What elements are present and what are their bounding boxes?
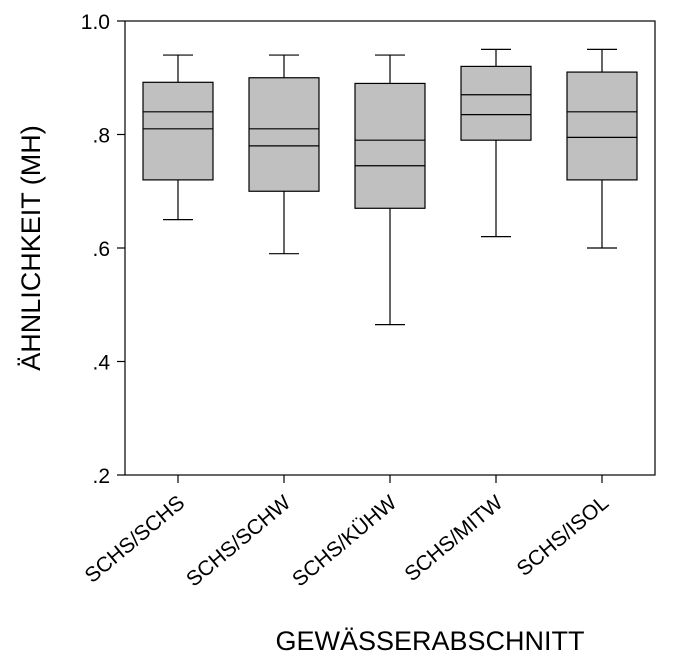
box-iqr	[460, 65, 532, 141]
x-tick-label: SCHS/SCHW	[182, 491, 295, 591]
box-iqr	[354, 82, 426, 209]
y-tick-label: .4	[92, 352, 110, 375]
y-tick-label: 1.0	[81, 11, 110, 34]
x-tick-label: SCHS/ISOL	[513, 491, 614, 581]
y-tick-label: .6	[92, 238, 110, 261]
y-tick-label: .8	[92, 125, 110, 148]
box-group	[142, 54, 214, 221]
x-tick-label: SCHS/SCHS	[81, 491, 190, 587]
box-group	[354, 54, 426, 326]
y-tick-label: .2	[92, 465, 110, 488]
x-tick-label: SCHS/MITW	[400, 491, 507, 586]
x-axis-title: GEWÄSSERABSCHNITT	[275, 626, 584, 656]
y-axis-title: ÄHNLICHKEIT (MH)	[16, 125, 46, 371]
box-group	[460, 48, 532, 238]
box-group	[248, 54, 320, 255]
box-iqr	[248, 77, 320, 192]
box-iqr	[566, 71, 638, 181]
box-group	[566, 48, 638, 249]
x-tick-label: SCHS/KÜHW	[288, 491, 401, 591]
y-axis: .2 .4 .6 .8 1.0	[81, 11, 125, 488]
box-iqr	[142, 81, 214, 181]
boxes	[142, 48, 638, 326]
